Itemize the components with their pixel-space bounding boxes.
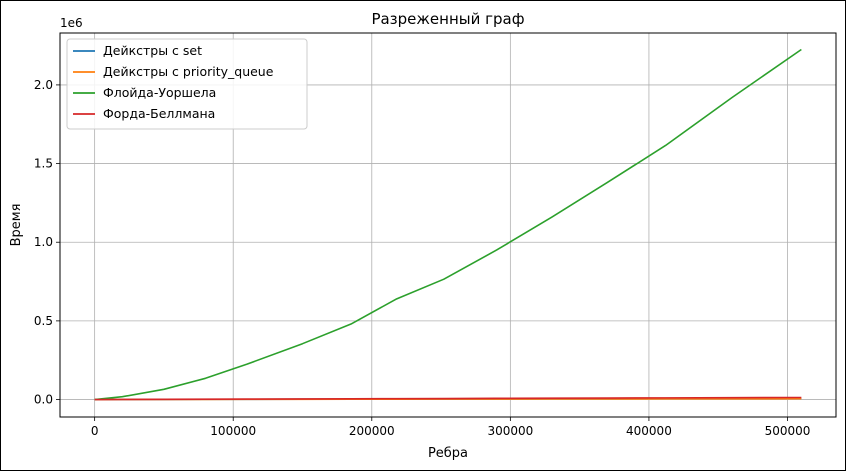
plot-border xyxy=(59,32,837,418)
x-axis-label: Ребра xyxy=(428,446,468,461)
series-lines xyxy=(94,48,802,401)
x-tick-label: 400000 xyxy=(626,424,672,438)
series-line-4 xyxy=(94,396,802,401)
series-line-3 xyxy=(94,48,802,401)
x-tick-label: 500000 xyxy=(765,424,811,438)
axis-ticks: 0 100000 200000 300000 400000 500000 0.0 0.5 1.0… xyxy=(34,78,811,438)
y-tick-label: 0.0 xyxy=(34,393,53,407)
y-tick-label: 1.5 xyxy=(34,157,53,171)
legend: Дейкстры с set Дейкстры с priority_queue Ф… xyxy=(66,38,308,130)
x-tick-label: 200000 xyxy=(349,424,395,438)
y-axis-label: Время xyxy=(9,204,24,247)
y-tick-label: 1.0 xyxy=(34,235,53,249)
x-tick-label: 0 xyxy=(91,424,99,438)
legend-entry: Форда-Беллмана xyxy=(103,106,215,121)
legend-entry: Дейкстры с set xyxy=(103,43,202,58)
legend-box xyxy=(66,38,308,130)
legend-entry: Флойда-Уоршела xyxy=(103,85,216,100)
legend-entry: Дейкстры с priority_queue xyxy=(103,64,274,79)
x-tick-label: 100000 xyxy=(210,424,256,438)
x-tick-label: 300000 xyxy=(487,424,533,438)
y-tick-label: 2.0 xyxy=(34,78,53,92)
y-tick-label: 0.5 xyxy=(34,314,53,328)
y-offset-label: 1e6 xyxy=(60,16,83,30)
chart-title: Разреженный граф xyxy=(371,10,524,28)
